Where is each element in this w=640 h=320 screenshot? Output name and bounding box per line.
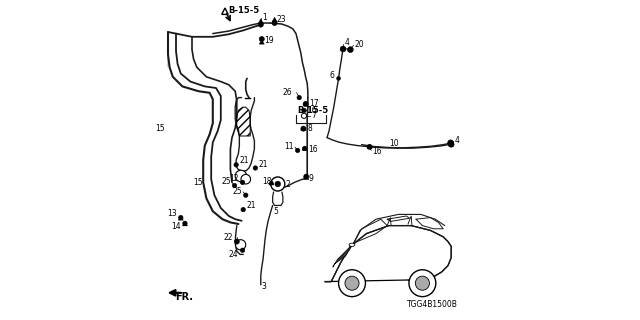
Text: 21: 21 xyxy=(246,201,256,210)
Circle shape xyxy=(232,183,237,188)
Circle shape xyxy=(302,146,307,151)
Text: 22: 22 xyxy=(223,233,233,242)
Text: 7: 7 xyxy=(311,111,316,120)
Circle shape xyxy=(340,46,346,52)
Text: 6: 6 xyxy=(330,71,335,80)
Circle shape xyxy=(259,36,264,42)
Text: 10: 10 xyxy=(388,139,399,148)
Circle shape xyxy=(271,177,285,191)
Circle shape xyxy=(339,270,365,297)
Circle shape xyxy=(236,170,247,182)
Circle shape xyxy=(183,221,188,226)
Text: 4: 4 xyxy=(454,136,460,145)
Circle shape xyxy=(240,248,245,252)
Text: 21: 21 xyxy=(239,156,249,165)
Circle shape xyxy=(409,270,436,297)
Text: TGG4B1500B: TGG4B1500B xyxy=(407,300,458,309)
Text: B-15-5: B-15-5 xyxy=(228,6,259,15)
Text: 11: 11 xyxy=(284,142,294,151)
Polygon shape xyxy=(333,243,354,267)
Circle shape xyxy=(303,101,308,107)
Text: 25: 25 xyxy=(221,177,231,186)
Circle shape xyxy=(448,141,454,147)
Circle shape xyxy=(243,193,248,197)
Text: 9: 9 xyxy=(308,174,314,183)
Text: 16: 16 xyxy=(307,106,317,115)
Circle shape xyxy=(241,174,251,184)
Text: 18: 18 xyxy=(262,177,271,186)
Circle shape xyxy=(296,148,300,153)
Circle shape xyxy=(415,276,429,290)
Circle shape xyxy=(301,126,306,131)
Text: 12: 12 xyxy=(229,174,239,183)
Circle shape xyxy=(302,108,307,113)
Text: 15: 15 xyxy=(193,178,204,187)
Polygon shape xyxy=(302,146,307,150)
Polygon shape xyxy=(272,17,277,22)
Circle shape xyxy=(234,163,239,167)
Text: 4: 4 xyxy=(344,38,349,47)
Polygon shape xyxy=(178,216,184,220)
Circle shape xyxy=(367,144,372,149)
Text: 3: 3 xyxy=(262,282,267,291)
Text: 1: 1 xyxy=(262,13,267,22)
Circle shape xyxy=(236,240,246,250)
Polygon shape xyxy=(325,226,451,282)
Circle shape xyxy=(272,20,277,26)
Text: 25: 25 xyxy=(232,187,242,196)
Circle shape xyxy=(241,207,246,212)
Polygon shape xyxy=(269,180,274,185)
Circle shape xyxy=(234,239,239,244)
Polygon shape xyxy=(348,47,353,52)
Polygon shape xyxy=(449,142,454,146)
Text: 26: 26 xyxy=(282,88,292,97)
Text: 14: 14 xyxy=(171,222,181,231)
Circle shape xyxy=(297,95,301,100)
Circle shape xyxy=(179,215,183,220)
Circle shape xyxy=(304,174,309,179)
Ellipse shape xyxy=(349,243,355,246)
Circle shape xyxy=(337,76,340,80)
Text: B-15-5: B-15-5 xyxy=(298,106,329,115)
Circle shape xyxy=(240,180,245,185)
Circle shape xyxy=(269,181,273,185)
Polygon shape xyxy=(367,144,372,149)
Text: 24: 24 xyxy=(228,250,239,259)
Text: 16: 16 xyxy=(372,147,381,156)
Text: 21: 21 xyxy=(259,160,268,169)
Text: 13: 13 xyxy=(167,209,177,218)
Text: 8: 8 xyxy=(307,124,312,133)
Text: 17: 17 xyxy=(309,99,319,108)
Text: 20: 20 xyxy=(355,40,364,49)
Circle shape xyxy=(259,22,264,27)
Text: FR.: FR. xyxy=(175,292,193,302)
Text: 5: 5 xyxy=(274,207,278,216)
Text: 2: 2 xyxy=(285,180,290,189)
Polygon shape xyxy=(301,126,306,131)
Text: 15: 15 xyxy=(155,124,165,132)
Polygon shape xyxy=(182,221,188,226)
Text: 16: 16 xyxy=(308,145,317,154)
Circle shape xyxy=(345,276,359,290)
Circle shape xyxy=(301,113,307,118)
Circle shape xyxy=(448,140,453,146)
Circle shape xyxy=(275,181,280,187)
Circle shape xyxy=(348,47,353,52)
Text: 23: 23 xyxy=(276,15,286,24)
Polygon shape xyxy=(303,101,308,106)
Polygon shape xyxy=(259,40,264,44)
Polygon shape xyxy=(259,19,264,23)
Polygon shape xyxy=(304,175,309,180)
Text: 19: 19 xyxy=(264,36,274,45)
Circle shape xyxy=(253,166,258,170)
Polygon shape xyxy=(340,46,346,51)
